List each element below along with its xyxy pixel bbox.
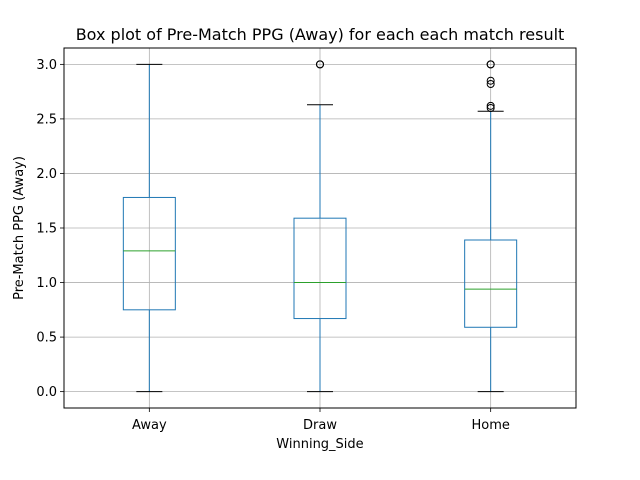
outlier-point	[486, 80, 495, 88]
y-tick-label: 1.0	[36, 276, 57, 291]
box-away	[122, 63, 176, 393]
y-tick-label: 2.0	[36, 167, 57, 182]
box-home	[464, 60, 518, 393]
y-tick-label: 0.0	[36, 385, 57, 400]
x-axis-label: Winning_Side	[276, 437, 363, 452]
box-draw	[293, 60, 347, 393]
y-tick-label: 1.5	[36, 222, 57, 237]
x-tick-label: Away	[132, 418, 167, 433]
outlier-point	[486, 104, 495, 112]
iqr-box	[464, 239, 518, 328]
y-tick-label: 2.5	[36, 112, 57, 127]
iqr-box	[122, 196, 176, 311]
y-tick-label: 0.5	[36, 331, 57, 346]
boxes-layer	[122, 60, 518, 393]
x-tick-label: Draw	[303, 418, 337, 433]
y-tick-label: 3.0	[36, 58, 57, 73]
x-tick-label: Home	[471, 418, 509, 433]
chart-title: Box plot of Pre-Match PPG (Away) for eac…	[76, 25, 565, 44]
iqr-box	[293, 217, 347, 320]
outlier-point	[486, 60, 495, 69]
outlier-point	[316, 60, 324, 69]
outlier-point	[486, 76, 495, 85]
y-axis-label: Pre-Match PPG (Away)	[12, 156, 27, 300]
outlier-point	[486, 101, 495, 110]
axes-layer: 0.0 0.5 1.0 1.5 2.0 2.5 3.0 Away Draw Home	[36, 58, 510, 433]
